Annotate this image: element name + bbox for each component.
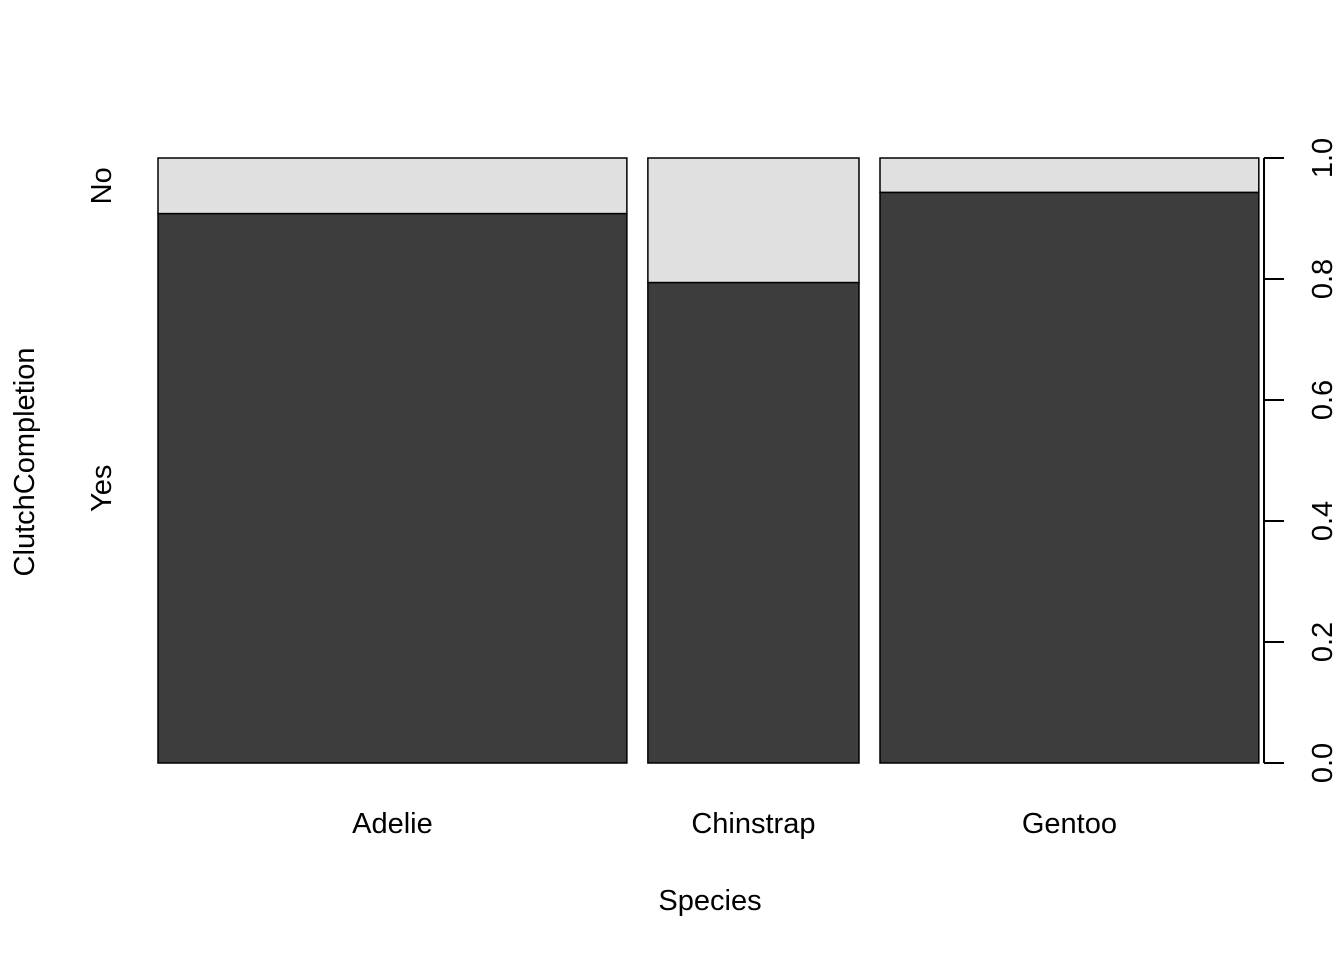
right-axis-tick-label: 0.0 bbox=[1307, 743, 1339, 783]
bar-adelie-yes bbox=[157, 212, 628, 764]
left-axis-label-no: No bbox=[86, 167, 118, 204]
x-axis-labels: Adelie Chinstrap Gentoo bbox=[352, 808, 1117, 840]
x-tick-label-chinstrap: Chinstrap bbox=[691, 808, 815, 840]
x-tick-label-adelie: Adelie bbox=[352, 808, 433, 840]
right-axis-tick-label: 0.8 bbox=[1307, 259, 1339, 299]
right-axis-tick-label: 0.6 bbox=[1307, 380, 1339, 420]
bar-gentoo-no bbox=[879, 157, 1260, 194]
bar-adelie-no bbox=[157, 157, 628, 215]
bars-group bbox=[157, 157, 1260, 764]
x-axis-title: Species bbox=[658, 885, 761, 917]
bar-chinstrap-no bbox=[647, 157, 860, 284]
left-axis-labels: Yes No bbox=[86, 167, 118, 512]
right-axis: 0.0 0.2 0.4 0.6 0.8 1.0 bbox=[1263, 138, 1339, 783]
left-axis-label-yes: Yes bbox=[86, 465, 118, 512]
bar-gentoo-yes bbox=[879, 191, 1260, 764]
right-axis-tick-label: 1.0 bbox=[1307, 138, 1339, 178]
right-axis-tick-label: 0.2 bbox=[1307, 622, 1339, 662]
right-axis-tick-label: 0.4 bbox=[1307, 501, 1339, 541]
x-tick-label-gentoo: Gentoo bbox=[1022, 808, 1117, 840]
y-axis-title: ClutchCompletion bbox=[9, 348, 41, 577]
bar-chinstrap-yes bbox=[647, 281, 860, 764]
